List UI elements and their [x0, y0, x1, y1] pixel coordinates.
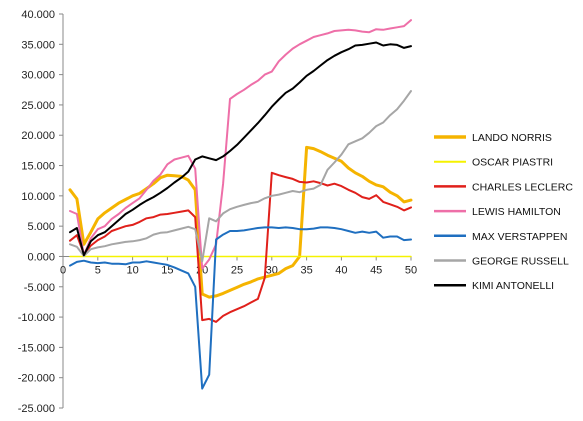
y-tick-label: 20.000	[21, 130, 55, 142]
y-tick-label: 25.000	[21, 100, 55, 112]
y-tick-label: 5.000	[27, 221, 55, 233]
series-line-charles-leclerc	[69, 171, 412, 323]
series-line-lewis-hamilton	[69, 19, 412, 270]
y-tick-label: -15.000	[18, 342, 55, 354]
x-tick-label: 35	[300, 264, 312, 276]
series-lines	[68, 19, 413, 390]
legend-label: LANDO NORRIS	[472, 132, 552, 144]
axes	[62, 14, 411, 408]
series-line-max-verstappen	[69, 226, 412, 390]
legend-label: MAX VERSTAPPEN	[472, 231, 568, 243]
x-tick-label: 50	[405, 264, 417, 276]
legend-label: CHARLES LECLERC	[472, 181, 573, 193]
series-line-george-russell	[69, 90, 412, 263]
x-tick-label: 40	[335, 264, 347, 276]
y-tick-label: 30.000	[21, 70, 55, 82]
y-tick-label: 40.000	[21, 9, 55, 21]
legend-label: GEORGE RUSSELL	[472, 256, 569, 268]
x-axis-ticks: 0 5 10 15 20 25 30 35 40 45 50	[60, 256, 417, 276]
y-axis-ticks: -25.000 -20.000 -15.000 -10.000 -5.000 0.000 5…	[18, 9, 63, 415]
legend: LANDO NORRIS OSCAR PIASTRI CHARLES LECLERC…	[434, 132, 573, 292]
y-tick-label: 0.000	[27, 251, 55, 263]
x-tick-label: 0	[60, 264, 66, 276]
y-tick-label: 15.000	[21, 161, 55, 173]
series-line-lando-norris	[68, 145, 413, 299]
y-tick-label: -10.000	[18, 312, 55, 324]
y-tick-label: 35.000	[21, 39, 55, 51]
y-tick-label: -5.000	[24, 282, 55, 294]
x-tick-label: 5	[95, 264, 101, 276]
series-line-kimi-antonelli	[69, 41, 412, 257]
x-tick-label: 45	[370, 264, 382, 276]
x-tick-label: 15	[161, 264, 173, 276]
y-tick-label: -25.000	[18, 403, 55, 415]
x-tick-label: 10	[126, 264, 138, 276]
y-tick-label: -20.000	[18, 373, 55, 385]
legend-label: KIMI ANTONELLI	[472, 280, 554, 292]
y-tick-label: 10.000	[21, 191, 55, 203]
x-tick-label: 25	[231, 264, 243, 276]
legend-label: OSCAR PIASTRI	[472, 157, 553, 169]
legend-label: LEWIS HAMILTON	[472, 206, 561, 218]
